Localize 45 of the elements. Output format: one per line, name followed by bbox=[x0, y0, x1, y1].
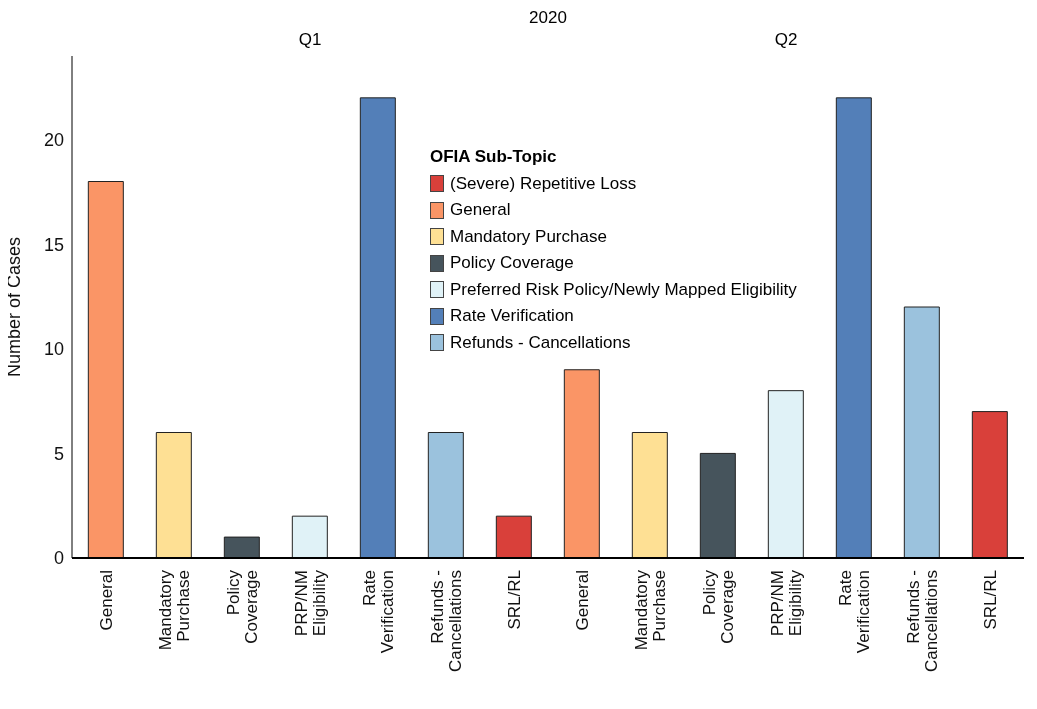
x-tick-label: PRP/NM Eligibility bbox=[768, 569, 805, 637]
legend-title: OFIA Sub-Topic bbox=[430, 146, 558, 168]
x-tick-label: Policy Coverage bbox=[224, 569, 261, 644]
legend-label: (Severe) Repetitive Loss bbox=[450, 172, 637, 195]
legend-label: Preferred Risk Policy/Newly Mapped Eligibility bbox=[450, 278, 797, 301]
x-tick-label: Refunds - Cancellations bbox=[904, 570, 941, 673]
x-tick-label: Policy Coverage bbox=[700, 569, 737, 644]
bar bbox=[87, 181, 124, 558]
bar bbox=[291, 515, 328, 558]
x-tick-label: SRL/RL bbox=[980, 570, 1000, 630]
y-tick-label: 10 bbox=[43, 339, 64, 360]
x-tick-label: PRP/NM Eligibility bbox=[292, 569, 329, 637]
y-tick-label: 5 bbox=[53, 443, 64, 464]
x-tick-label: Rate Verification bbox=[360, 570, 397, 654]
x-tick-label: SRL/RL bbox=[504, 570, 524, 630]
x-tick-label: Mandatory Purchase bbox=[156, 569, 193, 651]
bar bbox=[971, 411, 1008, 558]
legend-label: General bbox=[450, 199, 511, 221]
bar bbox=[563, 369, 600, 558]
text: Q2 bbox=[773, 30, 799, 50]
text: Q1 bbox=[297, 30, 323, 50]
bar bbox=[155, 432, 192, 558]
bar bbox=[495, 515, 532, 558]
legend-label: Rate Verification bbox=[450, 305, 574, 327]
y-tick-label: 0 bbox=[53, 548, 64, 569]
bar bbox=[767, 390, 804, 558]
bar bbox=[427, 432, 464, 558]
legend-label: Refunds - Cancellations bbox=[450, 331, 631, 354]
bar bbox=[903, 306, 940, 558]
legend-label: Mandatory Purchase bbox=[450, 225, 607, 248]
y-tick-label: 20 bbox=[43, 130, 64, 151]
legend-label: Policy Coverage bbox=[450, 252, 574, 274]
bar bbox=[699, 452, 736, 558]
x-tick-label: Refunds - Cancellations bbox=[428, 570, 465, 673]
y-tick-label: 15 bbox=[43, 234, 64, 255]
bar bbox=[835, 97, 872, 558]
text: 2020 bbox=[528, 8, 568, 28]
x-tick-label: General bbox=[572, 570, 592, 631]
bar bbox=[223, 536, 260, 558]
bar bbox=[359, 97, 396, 558]
x-tick-label: Mandatory Purchase bbox=[632, 569, 669, 651]
x-tick-label: General bbox=[96, 570, 116, 631]
x-tick-label: Rate Verification bbox=[836, 570, 873, 654]
y-axis-title: Number of Cases bbox=[4, 236, 25, 378]
bar bbox=[631, 432, 668, 558]
